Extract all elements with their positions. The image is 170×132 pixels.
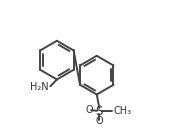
Text: CH₃: CH₃ (113, 106, 131, 116)
Text: O: O (96, 116, 103, 126)
Text: O: O (86, 105, 93, 115)
Text: S: S (96, 105, 103, 118)
Text: H₂N: H₂N (30, 82, 49, 92)
